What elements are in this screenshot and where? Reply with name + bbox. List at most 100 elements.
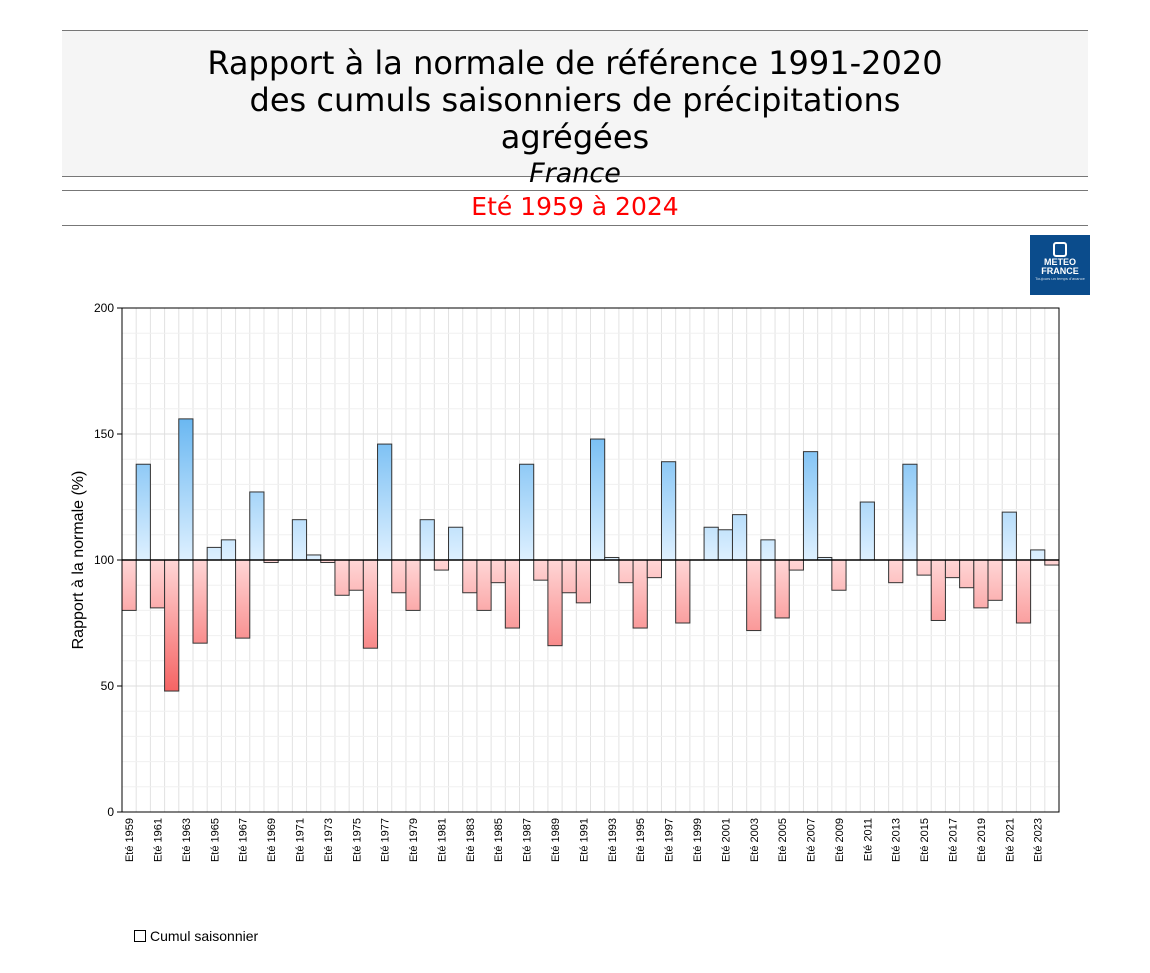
bar-1981 [433,559,450,571]
x-tick-label: Eté 1999 [692,818,704,862]
bar-1984 [476,559,492,611]
bar-1959 [121,559,137,611]
bar-1985 [490,559,506,584]
y-tick-label: 0 [107,805,114,819]
bar-1967 [235,559,251,639]
x-tick-label: Eté 1961 [152,818,164,862]
bar-1994 [618,559,634,584]
x-tick-label: Eté 1969 [266,818,278,862]
x-tick-label: Eté 1985 [493,818,505,862]
bar-1996 [646,559,662,579]
season-subtitle: Eté 1959 à 2024 [62,190,1088,226]
bar-1964 [192,559,208,644]
bar-1968 [249,491,265,561]
x-tick-label: Eté 2019 [976,818,988,862]
bar-2018 [959,559,975,589]
bar-2015 [916,559,932,576]
x-tick-label: Eté 1981 [436,818,448,862]
bar-2014 [902,463,918,561]
bar-1961 [149,559,166,609]
x-tick-label: Eté 2015 [919,818,931,862]
x-tick-label: Eté 2013 [891,818,903,862]
bar-2001 [717,529,733,561]
bar-2023 [1030,549,1046,561]
bar-1972 [306,554,322,561]
bar-2009 [831,559,847,591]
bar-1983 [462,559,478,594]
x-tick-label: Eté 2005 [777,818,789,862]
y-tick-label: 100 [94,553,114,567]
logo-tagline: Toujours un temps d'avance [1035,276,1085,281]
legend: Cumul saisonnier [134,928,258,944]
x-tick-label: Eté 2011 [862,818,874,861]
bar-1987 [519,463,535,561]
bar-1966 [220,539,237,561]
x-tick-label: Eté 1995 [635,818,647,862]
x-tick-label: Eté 1971 [294,818,306,862]
bar-2020 [987,559,1003,601]
bar-1982 [448,526,464,561]
bar-1975 [348,559,364,591]
x-tick-label: Eté 1959 [124,818,136,862]
x-tick-label: Eté 1973 [323,818,335,862]
y-tick-label: 50 [101,679,115,693]
x-tick-label: Eté 1975 [351,818,363,862]
bar-2000 [703,526,719,561]
bar-1978 [391,559,407,594]
x-tick-label: Eté 1967 [238,818,250,862]
title-panel: Rapport à la normale de référence 1991-2… [62,30,1088,189]
bar-2005 [774,559,790,619]
y-axis-label: Rapport à la normale (%) [70,471,87,650]
bar-1991 [575,559,592,604]
x-tick-label: Eté 2007 [806,818,818,862]
x-tick-label: Eté 1987 [522,818,534,862]
bar-2022 [1015,559,1032,624]
bar-1995 [632,559,648,629]
bar-1974 [334,559,350,596]
x-tick-label: Eté 1991 [578,818,590,862]
bar-2004 [760,539,776,561]
x-tick-label: Eté 1993 [607,818,619,862]
x-tick-label: Eté 1989 [550,818,562,862]
bar-2016 [930,559,946,621]
x-tick-label: Eté 2009 [834,818,846,862]
bar-1965 [206,546,222,561]
bar-2002 [731,514,748,561]
bar-1963 [178,418,194,561]
bar-2011 [859,501,875,561]
bar-2017 [944,559,961,579]
bar-1989 [547,559,563,647]
bar-1976 [362,559,379,649]
y-tick-label: 200 [94,301,114,315]
bar-2003 [746,559,762,632]
bar-1992 [590,438,606,561]
bar-2006 [788,559,804,571]
region-label: France [529,158,621,189]
bar-1990 [561,559,577,594]
bar-1986 [504,559,521,629]
x-tick-label: Eté 2017 [948,818,960,862]
bar-2007 [802,451,819,561]
bar-1962 [164,559,180,692]
bar-1977 [377,443,393,561]
x-tick-label: Eté 1963 [181,818,193,862]
bar-1971 [291,519,308,561]
bar-1980 [419,519,435,561]
x-tick-label: Eté 2021 [1004,818,1016,862]
x-tick-label: Eté 1997 [664,818,676,862]
x-tick-label: Eté 1965 [209,818,221,862]
x-tick-label: Eté 1977 [380,818,392,862]
x-tick-label: Eté 2023 [1033,818,1045,862]
bar-2019 [973,559,989,609]
bar-2021 [1001,511,1017,561]
bar-1997 [660,461,677,561]
meteo-france-logo: METEO FRANCE Toujours un temps d'avance [1030,235,1090,295]
x-tick-label: Eté 1983 [465,818,477,862]
logo-line1: METEO [1043,257,1076,267]
legend-swatch [134,930,146,942]
bar-1988 [533,559,549,581]
x-tick-label: Eté 2001 [720,818,732,862]
logo-icon [1053,242,1067,257]
x-tick-label: Eté 1979 [408,818,420,862]
